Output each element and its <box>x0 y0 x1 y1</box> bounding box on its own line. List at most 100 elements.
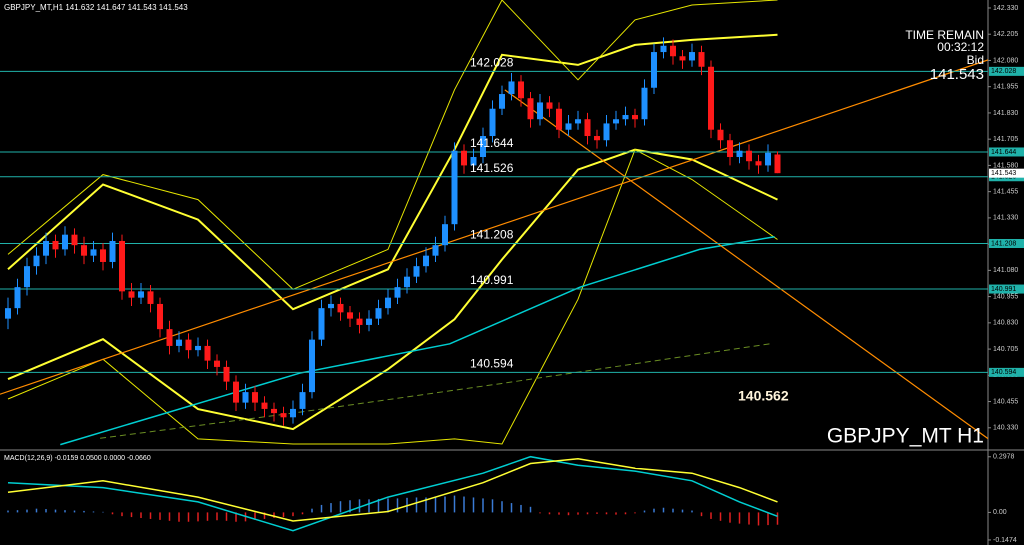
macd-title: MACD(12,26,9) -0.0159 0.0500 0.0000 -0.0… <box>4 455 151 462</box>
bid-label: Bid <box>967 53 984 67</box>
candle-body <box>14 287 21 309</box>
time-remain-label: TIME REMAIN <box>905 28 984 42</box>
indicator-line <box>0 59 988 395</box>
y-tick-label: 141.705 <box>993 136 1018 143</box>
candle-body <box>632 115 638 120</box>
level-tag-label: 140.594 <box>991 369 1016 376</box>
y-tick-label: 141.955 <box>993 84 1018 91</box>
y-tick-label: 142.330 <box>993 5 1018 12</box>
indicator-line <box>7 455 778 532</box>
candle-body <box>375 308 382 319</box>
candle-body <box>575 119 581 124</box>
level-tag-label: 140.991 <box>991 286 1016 293</box>
candle-body <box>24 266 30 288</box>
candle-body <box>290 408 296 418</box>
candle-body <box>565 123 572 130</box>
candle-body <box>138 291 144 298</box>
indicator-line <box>7 148 778 445</box>
candle-body <box>157 303 163 330</box>
candle-body <box>727 140 733 158</box>
candle-body <box>622 115 629 120</box>
candle-body <box>594 136 600 141</box>
y-tick-label: 141.580 <box>993 162 1018 169</box>
y-tick-label: 140.455 <box>993 398 1018 405</box>
level-label: 141.526 <box>470 161 514 175</box>
candle-body <box>755 161 762 166</box>
candle-body <box>404 276 410 288</box>
candle-body <box>223 366 230 382</box>
indicator-line <box>7 458 778 522</box>
y-tick-label: 141.330 <box>993 215 1018 222</box>
candle-body <box>432 245 439 256</box>
candle-body <box>394 287 401 298</box>
candle-body <box>214 360 220 367</box>
level-tag <box>989 284 1024 294</box>
y-tick-label: 142.080 <box>993 57 1018 64</box>
level-tag-label: 141.208 <box>991 240 1016 247</box>
candle-body <box>613 119 619 124</box>
candle-body <box>603 123 610 141</box>
candle-body <box>537 102 543 120</box>
candle-body <box>280 413 287 418</box>
candle-body <box>736 150 743 158</box>
level-tag <box>989 238 1024 248</box>
y-tick-label: 142.205 <box>993 31 1018 38</box>
candle-body <box>90 249 97 256</box>
candle-body <box>746 150 752 162</box>
candle-body <box>176 339 182 346</box>
candle-body <box>33 255 40 267</box>
level-tag-label: 142.028 <box>991 68 1016 75</box>
candle-body <box>461 150 467 166</box>
candle-body <box>518 81 524 99</box>
level-label: 140.991 <box>470 273 514 287</box>
candle-body <box>774 154 781 174</box>
level-tag <box>989 147 1024 157</box>
y-tick-label: 141.830 <box>993 110 1018 117</box>
candle-body <box>166 329 173 346</box>
y-tick-label: 140.830 <box>993 320 1018 327</box>
candle-body <box>328 303 334 309</box>
candle-body <box>641 87 648 120</box>
candle-body <box>233 381 239 403</box>
candle-body <box>480 136 486 158</box>
candle-body <box>43 240 49 256</box>
indicator-line <box>504 89 988 440</box>
candle-body <box>309 339 315 393</box>
price-tag-label: 141.543 <box>991 170 1016 177</box>
candle-body <box>489 108 496 137</box>
y-tick-label: 0.00 <box>993 509 1007 516</box>
y-tick-label: 140.705 <box>993 346 1018 353</box>
candle-body <box>271 408 277 414</box>
overlay: GBPJPY_MT,H1 141.632 141.647 141.543 141… <box>4 3 1024 544</box>
indicator-line <box>60 236 775 446</box>
indicator-line <box>7 0 778 290</box>
candle-body <box>62 234 68 250</box>
candle-body <box>556 108 562 130</box>
level-tag <box>989 367 1024 377</box>
candle-body <box>679 56 686 61</box>
candle-body <box>689 52 695 61</box>
candle-body <box>185 339 192 351</box>
candle-body <box>765 152 771 166</box>
candle-body <box>109 240 116 262</box>
candle-body <box>546 102 553 109</box>
candle-body <box>508 81 515 95</box>
annotation: 140.562 <box>738 388 789 404</box>
candle-body <box>71 234 78 246</box>
candle-body <box>356 318 363 325</box>
candle-body <box>698 52 705 67</box>
candle-body <box>670 45 676 57</box>
candle-body <box>119 240 125 292</box>
indicator-line <box>100 343 770 439</box>
candle-body <box>299 392 306 409</box>
watermark: GBPJPY_MT H1 <box>827 425 984 448</box>
candle-body <box>366 318 372 325</box>
level-label: 141.208 <box>470 228 514 242</box>
candle-body <box>204 345 211 361</box>
candle-body <box>385 297 391 309</box>
candle-body <box>147 291 154 304</box>
candle-body <box>337 303 344 313</box>
bid-value: 141.543 <box>930 66 984 83</box>
